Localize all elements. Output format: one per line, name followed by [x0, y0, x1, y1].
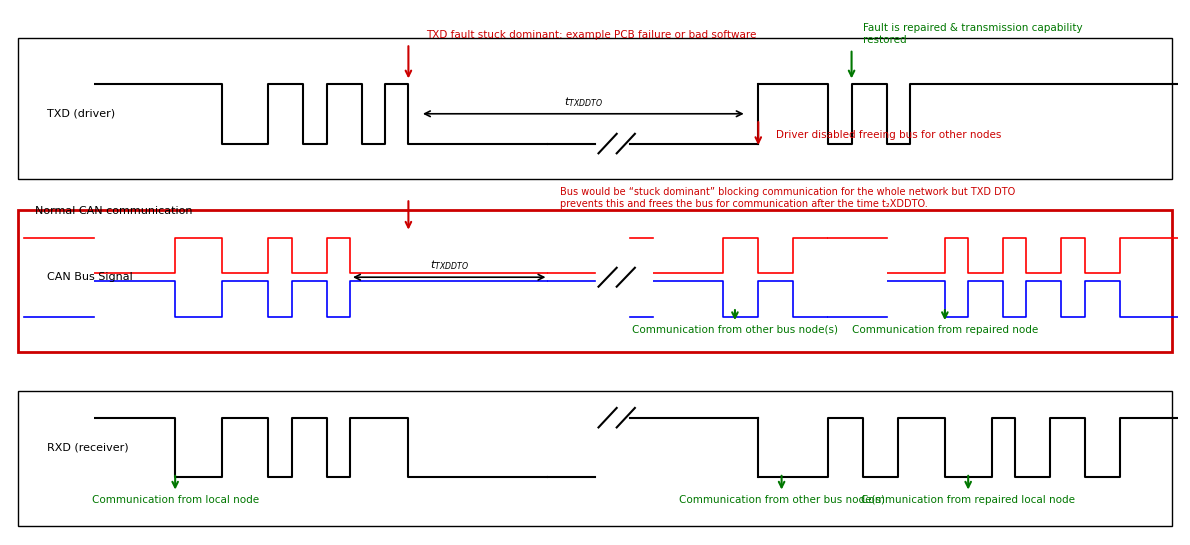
Text: RXD (receiver): RXD (receiver) [46, 443, 129, 452]
Text: Communication from local node: Communication from local node [92, 495, 258, 505]
Text: $t_{TXDDTO}$: $t_{TXDDTO}$ [564, 95, 603, 110]
Text: TXD (driver): TXD (driver) [46, 109, 115, 119]
Text: Normal CAN communication: Normal CAN communication [36, 205, 193, 216]
Bar [18, 391, 1172, 526]
Text: Communication from repaired node: Communication from repaired node [852, 324, 1038, 335]
Text: $t_{TXDDTO}$: $t_{TXDDTO}$ [430, 258, 469, 272]
Text: Communication from other bus node(s): Communication from other bus node(s) [678, 495, 884, 505]
Bar [18, 38, 1172, 179]
Text: CAN Bus Signal: CAN Bus Signal [46, 272, 132, 282]
Text: TXD fault stuck dominant: example PCB failure or bad software: TXD fault stuck dominant: example PCB fa… [426, 29, 757, 40]
Bar [18, 210, 1172, 352]
Text: Communication from repaired local node: Communication from repaired local node [862, 495, 1076, 505]
Text: Communication from other bus node(s): Communication from other bus node(s) [632, 324, 838, 335]
Text: Driver disabled freeing bus for other nodes: Driver disabled freeing bus for other no… [776, 130, 1001, 141]
Text: Bus would be “stuck dominant” blocking communication for the whole network but T: Bus would be “stuck dominant” blocking c… [560, 187, 1015, 209]
Text: Fault is repaired & transmission capability
restored: Fault is repaired & transmission capabil… [863, 23, 1083, 45]
